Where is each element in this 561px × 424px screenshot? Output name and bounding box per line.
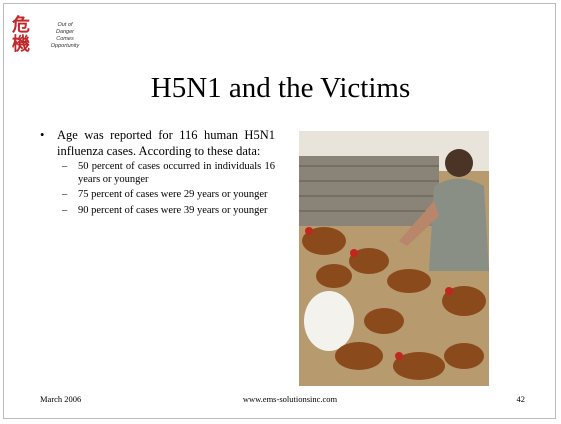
sub-bullets: 50 percent of cases occurred in individu… (40, 161, 275, 217)
slide-frame (3, 3, 556, 419)
basket-weave (299, 165, 439, 212)
logo-caption: Out of Danger Comes Opportunity (42, 22, 88, 50)
combs (305, 227, 453, 360)
slide-title: H5N1 and the Victims (150, 72, 411, 104)
photo (299, 131, 489, 386)
logo-char: 危 (12, 15, 30, 36)
caption-line: Comes (56, 36, 74, 42)
bullet: Age was reported for 116 human H5N1 infl… (40, 128, 275, 159)
logo-char: 機 (12, 34, 30, 55)
basket (299, 156, 439, 226)
caption-line: Out of (57, 22, 73, 28)
footer-url: www.ems-solutionsinc.com (242, 394, 338, 404)
man-shirt (429, 178, 489, 271)
chickens (302, 227, 486, 380)
sub-bullet: 75 percent of cases were 29 years or you… (40, 189, 275, 202)
footer-date: March 2006 (40, 394, 82, 404)
lamp (304, 291, 354, 351)
man-head (445, 149, 473, 177)
bullet-list: Age was reported for 116 human H5N1 infl… (40, 128, 275, 220)
sub-bullet: 50 percent of cases occurred in individu… (40, 161, 275, 186)
caption-line: Danger (55, 29, 75, 35)
sub-bullet: 90 percent of cases were 39 years or you… (40, 205, 275, 218)
page-number: 42 (516, 394, 526, 404)
caption-line: Opportunity (50, 43, 80, 49)
man-arm (399, 201, 439, 246)
logo-characters: 危 機 (12, 16, 30, 54)
